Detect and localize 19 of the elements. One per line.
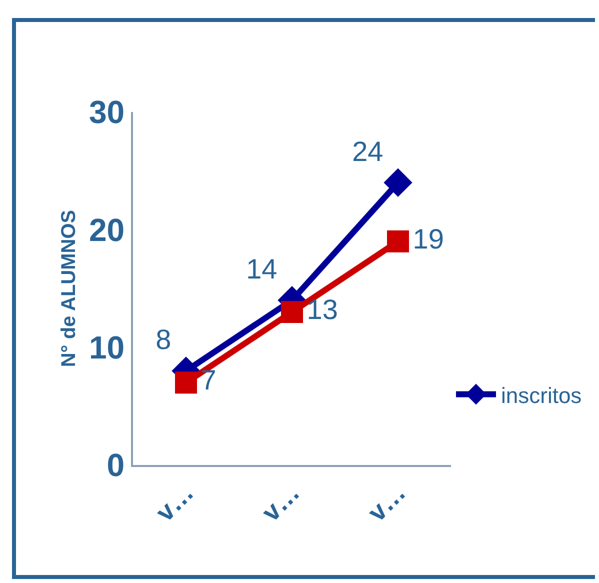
data-label: 13 — [306, 294, 338, 326]
legend-label: inscritos — [501, 382, 582, 408]
data-label: 19 — [412, 223, 444, 254]
point — [384, 168, 412, 197]
point — [387, 230, 409, 252]
data-label: 8 — [156, 324, 172, 356]
y-tick-label: 20 — [89, 212, 125, 248]
y-tick-label: 10 — [89, 330, 125, 366]
data-label: 14 — [246, 254, 278, 285]
x-tick-label: v… — [362, 477, 412, 528]
x-tick-label: v… — [150, 477, 200, 528]
data-label: 7 — [200, 364, 216, 396]
data-label: 24 — [352, 136, 384, 167]
x-tick-label: v… — [256, 477, 306, 528]
point — [281, 301, 303, 324]
y-tick-label: 30 — [89, 94, 125, 130]
y-tick-label: 0 — [106, 447, 125, 484]
point — [175, 372, 197, 394]
y-axis-title: N° de ALUMNOS — [58, 210, 80, 368]
